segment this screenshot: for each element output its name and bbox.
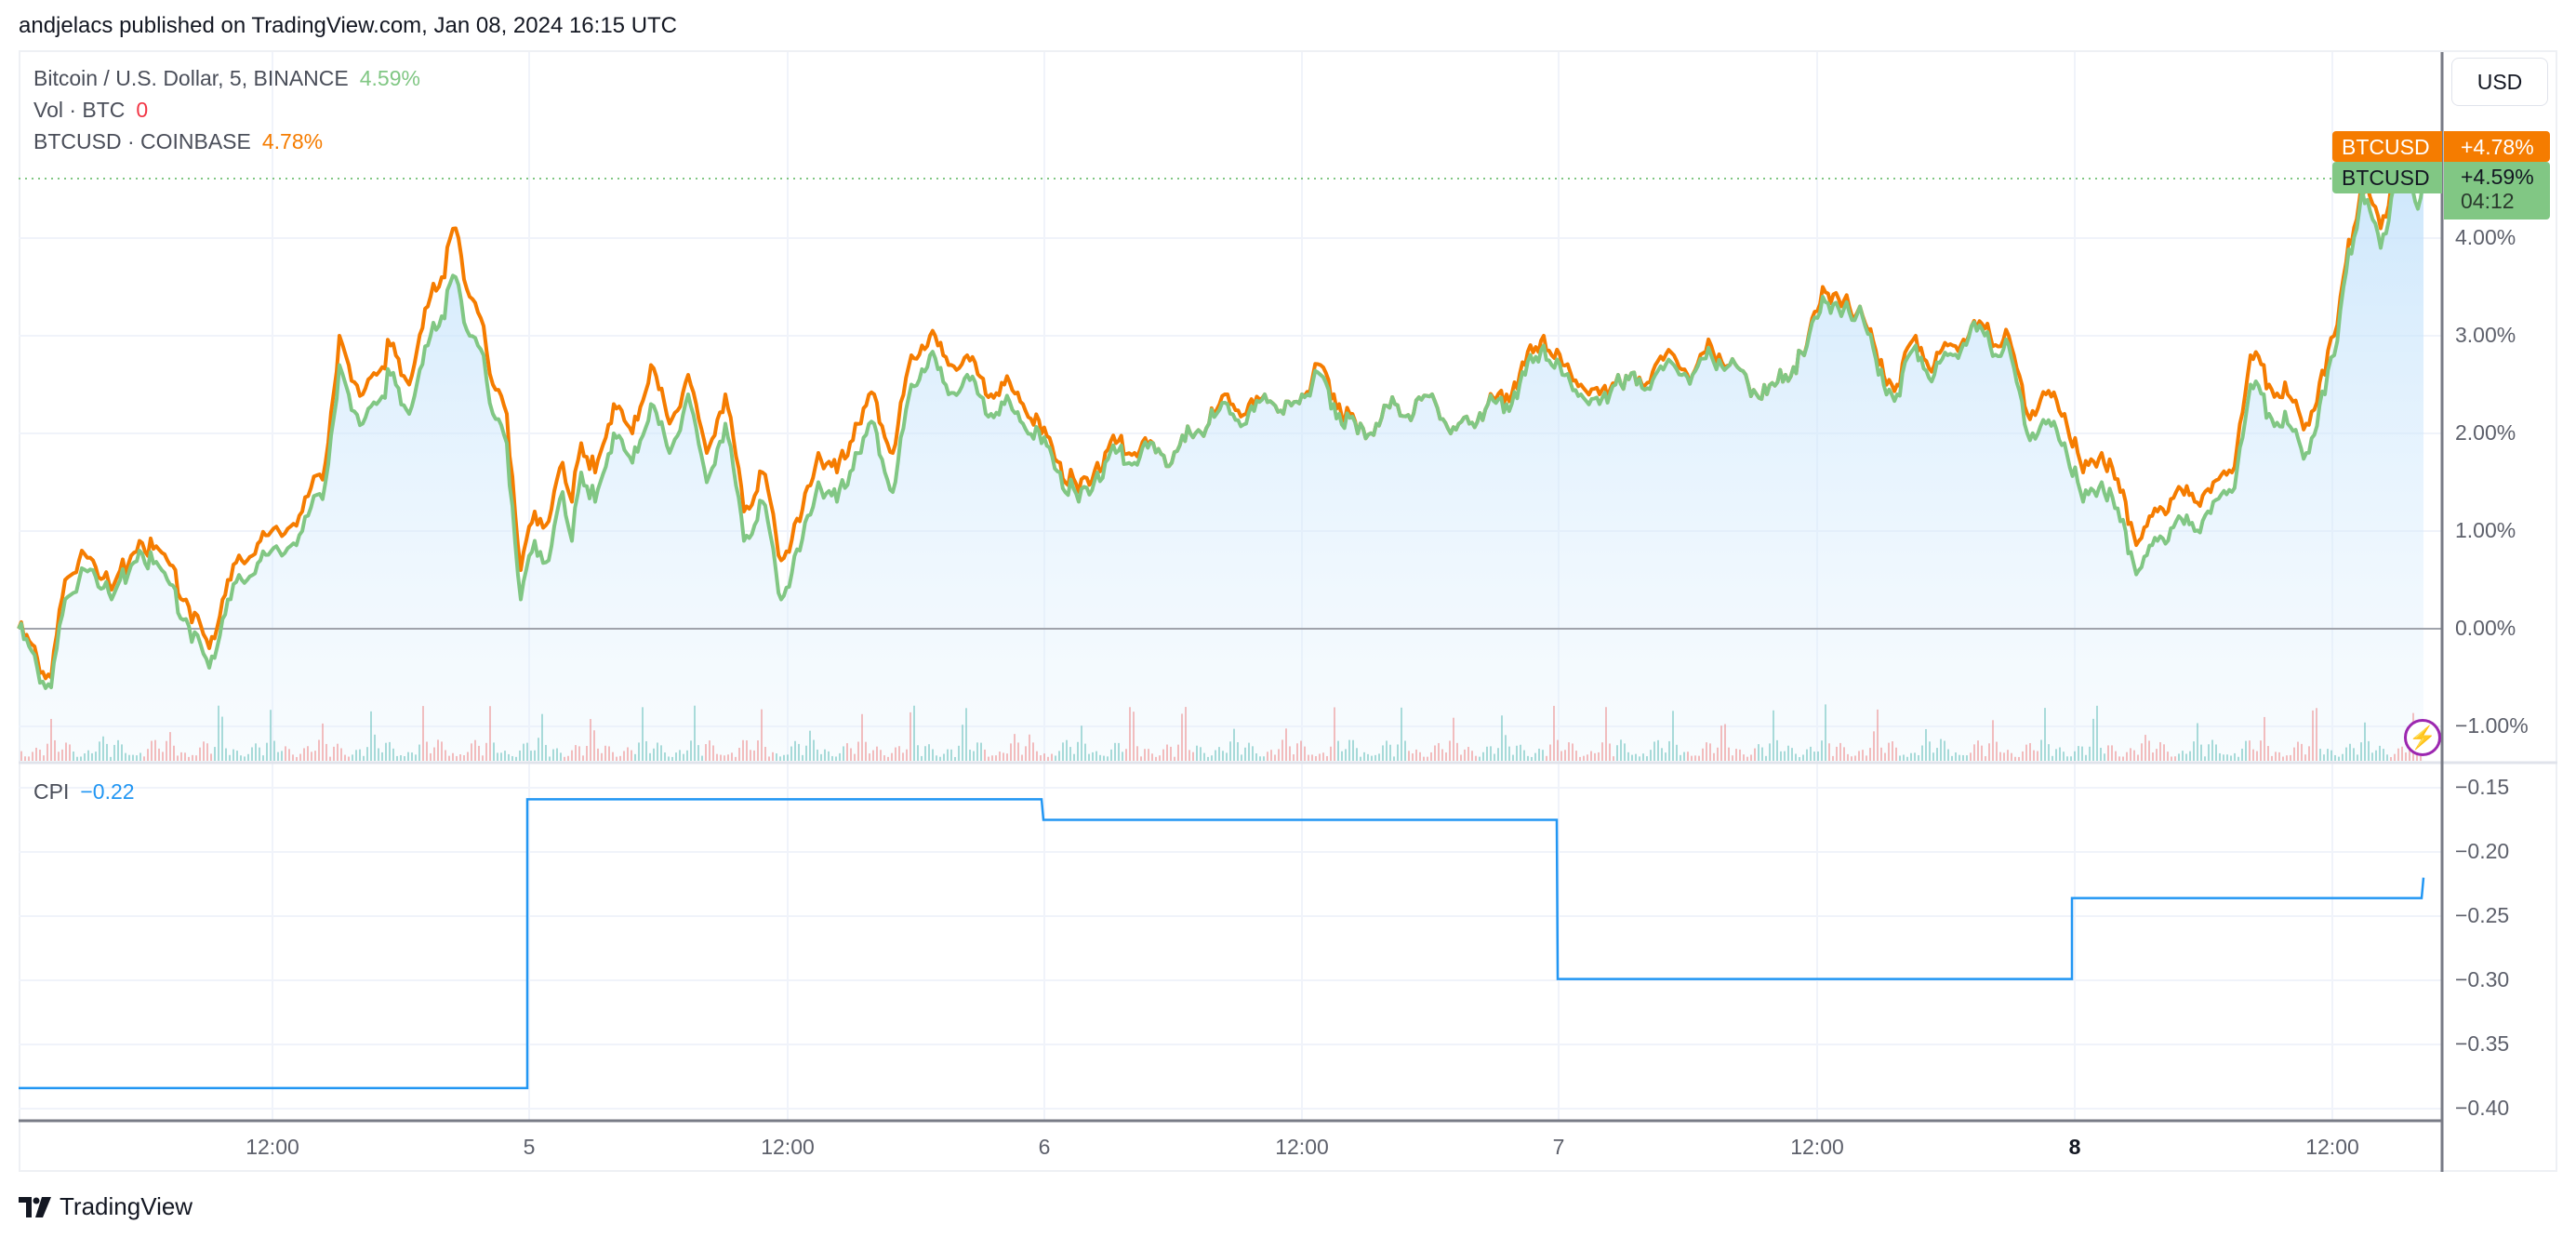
price-axis-label: −1.00% xyxy=(2455,713,2529,738)
time-axis-label: 12:00 xyxy=(761,1135,815,1159)
time-axis-label: 12:00 xyxy=(1790,1135,1844,1159)
legend-cpi-label: CPI xyxy=(33,779,70,804)
price-axis-label: 0.00% xyxy=(2455,616,2516,640)
cpi-axis-label: −0.35 xyxy=(2455,1031,2510,1056)
cpi-line xyxy=(19,798,2425,1090)
bar-countdown: 04:12 xyxy=(2461,189,2515,213)
binance-symbol-tag: BTCUSD xyxy=(2332,162,2442,193)
cpi-axis-label: −0.15 xyxy=(2455,775,2510,799)
legend-cpi[interactable]: CPI −0.22 xyxy=(33,779,135,805)
cpi-axis-label: −0.40 xyxy=(2455,1096,2510,1120)
coinbase-symbol-tag: BTCUSD xyxy=(2332,131,2442,162)
footer-brand[interactable]: TradingView xyxy=(19,1192,193,1221)
legend-compare[interactable]: BTCUSD · COINBASE 4.78% xyxy=(33,129,323,154)
binance-line xyxy=(17,154,2425,690)
coinbase-price-tag: +4.78% xyxy=(2444,131,2550,162)
legend-cpi-value: −0.22 xyxy=(80,779,135,804)
price-axis-label: 3.00% xyxy=(2455,323,2516,347)
price-axis-label: 1.00% xyxy=(2455,518,2516,542)
time-axis-label: 12:00 xyxy=(2305,1135,2359,1159)
legend-main[interactable]: Bitcoin / U.S. Dollar, 5, BINANCE 4.59% xyxy=(33,66,420,91)
legend-volume-value: 0 xyxy=(136,98,149,122)
coinbase-line xyxy=(17,143,2425,681)
time-axis-label: 12:00 xyxy=(1275,1135,1329,1159)
publish-header: andjelacs published on TradingView.com, … xyxy=(19,13,678,38)
legend-compare-value: 4.78% xyxy=(261,129,324,153)
cpi-axis-label: −0.25 xyxy=(2455,903,2510,927)
legend-volume-label: Vol · BTC xyxy=(33,98,126,122)
time-axis-label: 5 xyxy=(523,1135,536,1159)
time-axis-label: 8 xyxy=(2068,1135,2081,1159)
binance-price-value: +4.59% xyxy=(2461,165,2534,189)
legend-main-value: 4.59% xyxy=(359,66,420,90)
binance-price-tag: +4.59% 04:12 xyxy=(2444,162,2550,219)
price-axis-label: 4.00% xyxy=(2455,225,2516,249)
legend-compare-label: BTCUSD · COINBASE xyxy=(33,129,251,153)
time-axis-label: 6 xyxy=(1038,1135,1051,1159)
cpi-axis-label: −0.30 xyxy=(2455,967,2510,991)
legend-main-label: Bitcoin / U.S. Dollar, 5, BINANCE xyxy=(33,66,349,90)
price-axis-label: 2.00% xyxy=(2455,420,2516,445)
currency-button[interactable]: USD xyxy=(2451,58,2548,106)
time-axis-label: 7 xyxy=(1552,1135,1565,1159)
cpi-axis-label: −0.20 xyxy=(2455,839,2510,863)
chart-frame xyxy=(19,50,2557,1172)
time-axis-label: 12:00 xyxy=(246,1135,299,1159)
flash-icon[interactable]: ⚡ xyxy=(2404,719,2441,756)
tradingview-logo-icon xyxy=(19,1196,51,1217)
price-area-fill xyxy=(19,156,2423,761)
legend-volume[interactable]: Vol · BTC 0 xyxy=(33,98,148,123)
footer-brand-label: TradingView xyxy=(60,1192,193,1220)
